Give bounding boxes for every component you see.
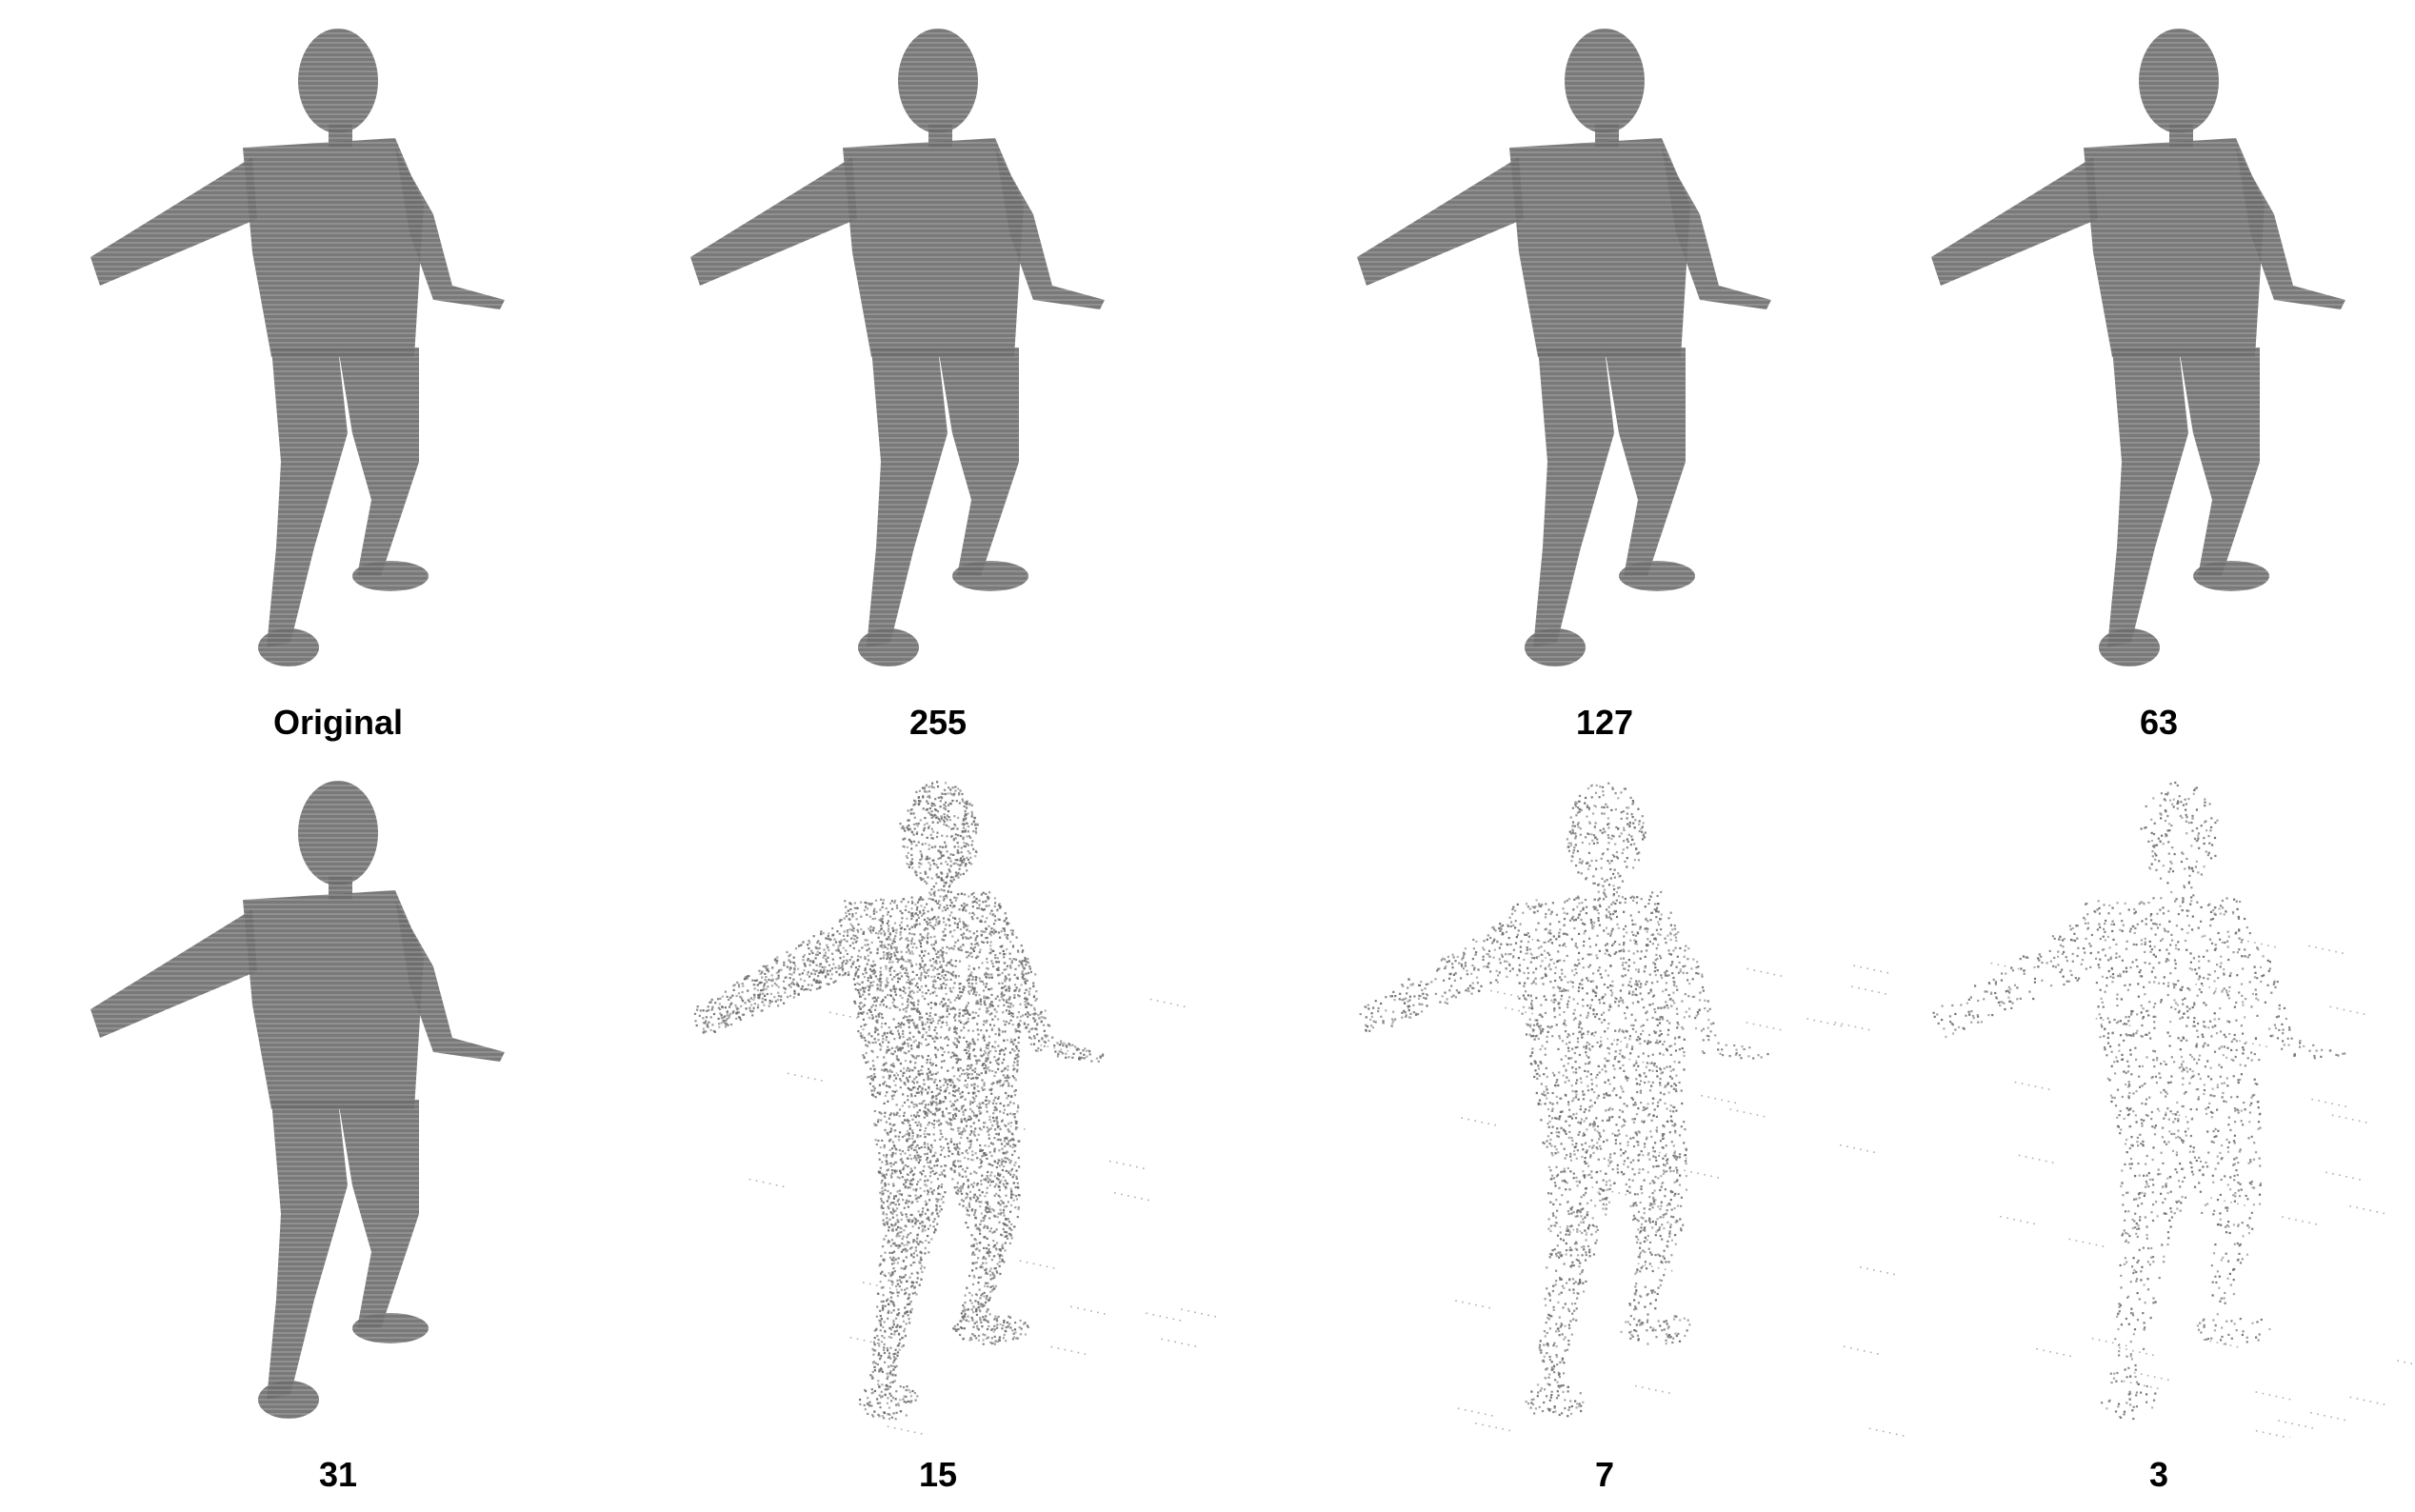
point-cloud-points: [1932, 781, 2412, 1438]
point-cloud-points: [1319, 13, 1890, 677]
panel-15: 15: [638, 752, 1238, 1512]
point-cloud-points: [52, 766, 624, 1429]
point-cloud-points: [1359, 782, 1905, 1437]
panel-255: 255: [638, 0, 1238, 752]
point-cloud-figure: [1903, 13, 2415, 677]
panel-label: 63: [2139, 703, 2179, 742]
point-cloud-figure: [52, 766, 624, 1429]
panel-7: 7: [1305, 752, 1905, 1512]
point-cloud-figure: [1319, 13, 1890, 677]
panel-label: 7: [1594, 1455, 1615, 1494]
point-cloud-figure: [652, 13, 1224, 677]
point-cloud-points: [652, 13, 1224, 677]
point-cloud-figure: [693, 781, 1216, 1435]
panel-label: Original: [272, 703, 404, 742]
point-cloud-points: [693, 781, 1216, 1435]
panel-label: 255: [908, 703, 968, 742]
point-cloud-figure: [1359, 782, 1905, 1437]
point-cloud-figure: [1932, 781, 2412, 1438]
panel-127: 127: [1305, 0, 1905, 752]
point-cloud-figure: [52, 13, 624, 677]
point-cloud-points: [52, 13, 624, 677]
panel-63: 63: [1903, 0, 2415, 752]
panel-label: 3: [2148, 1455, 2169, 1494]
panel-label: 127: [1575, 703, 1634, 742]
panel-label: 15: [918, 1455, 958, 1494]
panel-3: 3: [1903, 752, 2415, 1512]
panel-label: 31: [318, 1455, 358, 1494]
point-cloud-points: [1903, 13, 2415, 677]
panel-original: Original: [38, 0, 638, 752]
panel-31: 31: [38, 752, 638, 1512]
